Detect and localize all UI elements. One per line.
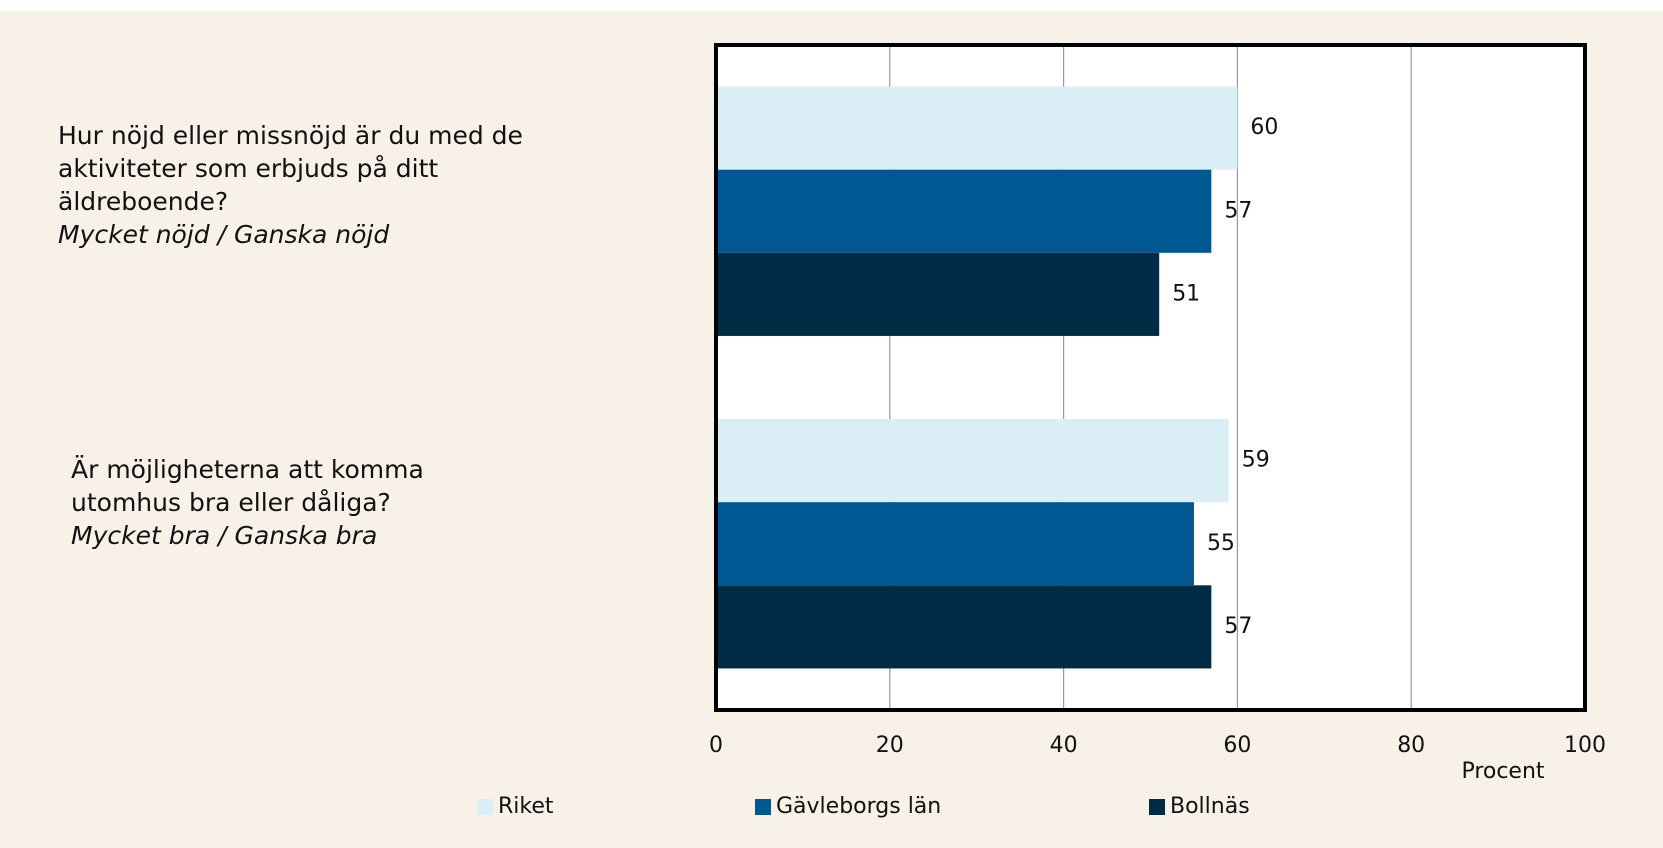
category-note: Mycket bra / Ganska bra [71,521,378,550]
legend-swatch [1149,799,1165,815]
x-tick-label: 100 [1564,733,1606,758]
bar [716,419,1229,503]
x-tick-label: 80 [1397,733,1425,758]
legend-swatch [755,799,771,815]
category-label: Hur nöjd eller missnöjd är du med de akt… [58,119,528,251]
value-label: 57 [1224,614,1252,639]
bar [716,252,1160,336]
value-label: 60 [1250,115,1278,140]
plot-frame [714,43,1587,712]
category-text: Hur nöjd eller missnöjd är du med de akt… [58,121,523,216]
legend-label: Bollnäs [1170,794,1250,819]
value-label: 55 [1207,531,1235,556]
legend-label: Riket [498,794,554,819]
category-text: Är möjligheterna att komma utomhus bra e… [71,455,424,517]
bar [716,502,1194,586]
category-note: Mycket nöjd / Ganska nöjd [58,220,390,249]
legend-label: Gävleborgs län [776,794,941,819]
value-label: 51 [1172,281,1200,306]
category-label: Är möjligheterna att komma utomhus bra e… [71,453,461,552]
value-label: 57 [1224,198,1252,223]
bar [716,86,1238,170]
x-tick-label: 0 [709,733,723,758]
value-label: 59 [1242,448,1270,473]
x-tick-label: 40 [1050,733,1078,758]
bar [716,169,1212,253]
x-tick-label: 20 [876,733,904,758]
legend-swatch [477,799,493,815]
bar [716,585,1212,669]
x-tick-label: 60 [1223,733,1251,758]
x-axis-label: Procent [1461,759,1544,784]
